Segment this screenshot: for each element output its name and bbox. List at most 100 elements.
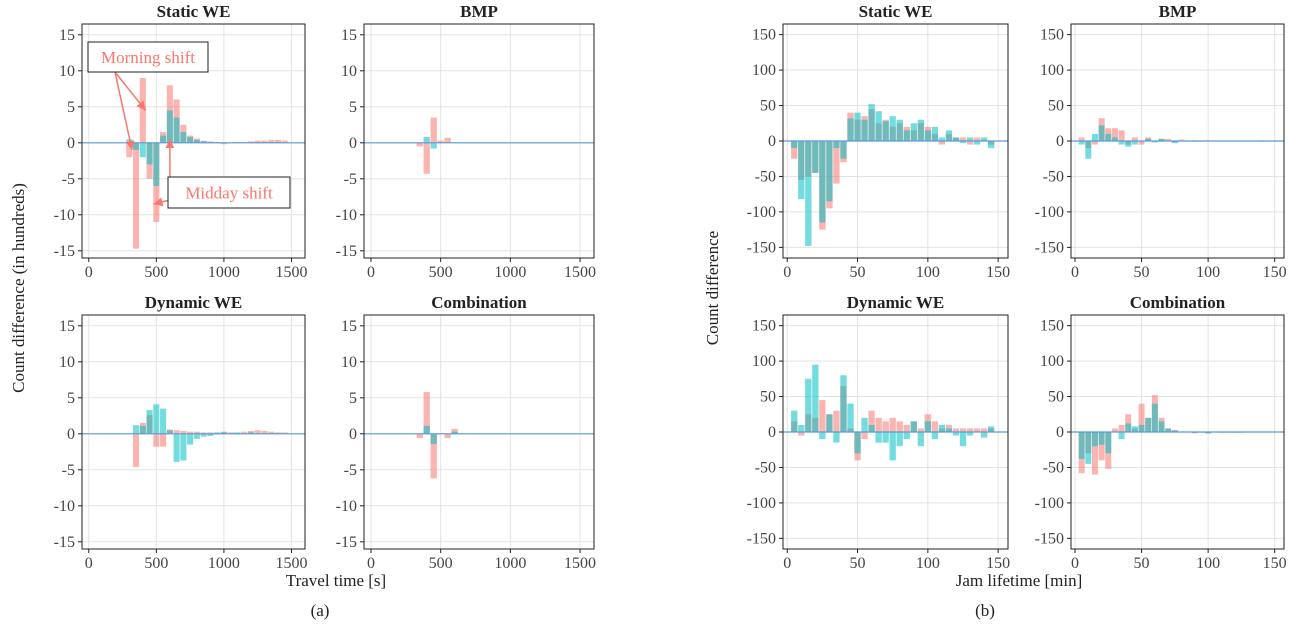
bar-series-1: [153, 433, 160, 447]
bar-series-1: [1078, 137, 1085, 141]
bar-series-1: [938, 141, 946, 145]
bar-series-2: [966, 137, 974, 141]
x-tick-label: 100: [916, 555, 940, 572]
y-tick-label: 0: [768, 133, 776, 150]
bar-series-1: [416, 142, 423, 147]
bar-series-1: [1111, 428, 1118, 432]
y-tick-label: -5: [344, 171, 357, 188]
y-tick-label: 5: [349, 99, 357, 116]
bar-series-2: [1078, 141, 1085, 145]
y-tick-label: 5: [67, 99, 75, 116]
bar-series-1: [1178, 139, 1185, 141]
bar-series-1: [833, 410, 840, 432]
bar-series-2: [847, 403, 854, 432]
bar-series-2: [882, 432, 889, 443]
bar-series-1: [139, 78, 146, 143]
bar-series-1: [1098, 432, 1105, 461]
y-tick-label: 10: [59, 63, 75, 80]
bar-series-1: [430, 117, 437, 143]
bar-series-2: [973, 141, 981, 145]
y-tick-label: -100: [1035, 204, 1064, 221]
bar-series-1: [959, 137, 967, 141]
y-tick-label: -50: [1043, 459, 1064, 476]
panel-title: Combination: [431, 293, 527, 312]
x-tick-label: 1500: [564, 555, 596, 572]
bar-series-1: [187, 431, 194, 434]
bar-series-2: [812, 141, 819, 173]
bar-series-2: [882, 121, 889, 141]
bar-series-2: [146, 142, 153, 165]
annotation-arrow: [153, 197, 171, 207]
bar-series-1: [1165, 138, 1172, 141]
panel-title: Static WE: [157, 2, 231, 21]
bar-series-2: [805, 141, 812, 246]
bar-series-2: [1125, 423, 1132, 432]
panel-a4: 0 500 1000 1500 -15 -10 -5 0 5 10 15 Combination: [336, 293, 596, 572]
bar-series-1: [952, 428, 960, 432]
panel-title: Dynamic WE: [145, 293, 242, 312]
y-tick-label: -150: [1035, 239, 1064, 256]
bar-series-2: [938, 137, 946, 141]
x-tick-label: 1500: [564, 264, 596, 281]
y-tick-label: 150: [752, 27, 776, 44]
bar-series-2: [875, 432, 882, 443]
bar-series-1: [861, 432, 868, 440]
annotation-label: Midday shift: [185, 184, 273, 203]
panel-title: Static WE: [859, 2, 933, 21]
bar-series-2: [1111, 137, 1118, 141]
bar-series-2: [1085, 432, 1092, 464]
x-tick-label: 100: [1196, 555, 1220, 572]
bar-series-1: [959, 428, 967, 432]
bar-series-2: [861, 119, 868, 141]
bar-series-1: [973, 428, 981, 432]
bar-series-1: [917, 428, 924, 432]
y-tick-label: -50: [755, 168, 776, 185]
bar-series-1: [241, 431, 248, 434]
y-tick-label: 10: [341, 63, 357, 80]
y-tick-label: 150: [1040, 27, 1064, 44]
bar-series-2: [1165, 428, 1172, 432]
bar-series-2: [214, 432, 221, 434]
plot-frame: [81, 314, 306, 550]
x-tick-label: 0: [1071, 555, 1079, 572]
bar-series-1: [791, 141, 798, 159]
y-tick-label: 0: [67, 135, 75, 152]
bar-series-2: [966, 432, 974, 436]
bar-series-1: [268, 139, 275, 143]
panel-a1: 0 500 1000 1500 -15 -10 -5 0 5 10 15 Static WE Morni…: [54, 2, 308, 281]
x-tick-label: 50: [850, 264, 866, 281]
bar-series-2: [220, 432, 227, 434]
y-tick-label: 50: [760, 389, 776, 406]
bar-series-2: [791, 141, 798, 149]
y-tick-label: -10: [336, 207, 357, 224]
bar-series-2: [1125, 141, 1132, 147]
bar-series-1: [247, 141, 254, 143]
bar-series-2: [819, 432, 826, 440]
bar-series-2: [180, 132, 187, 143]
bar-series-2: [987, 426, 995, 432]
x-tick-label: 50: [1134, 555, 1150, 572]
x-tick-label: 1500: [275, 264, 307, 281]
x-tick-label: 500: [429, 264, 453, 281]
bar-series-1: [254, 430, 261, 434]
bar-series-1: [1131, 137, 1138, 141]
y-tick-label: 0: [67, 426, 75, 443]
y-tick-label: -10: [54, 498, 75, 515]
y-tick-label: 100: [752, 62, 776, 79]
y-tick-label: 15: [341, 318, 357, 335]
annotation-label: Morning shift: [101, 48, 195, 67]
bar-series-2: [200, 141, 207, 143]
y-tick-label: -100: [747, 204, 776, 221]
bar-series-2: [938, 424, 946, 432]
x-tick-label: 150: [1263, 555, 1287, 572]
bar-series-2: [924, 130, 932, 141]
bar-series-2: [1105, 133, 1112, 141]
bar-series-1: [126, 142, 133, 158]
bar-series-2: [875, 111, 882, 141]
annotation-box: [87, 41, 209, 73]
y-tick-label: 10: [59, 354, 75, 371]
x-tick-label: 0: [783, 264, 791, 281]
bar-series-2: [187, 137, 194, 143]
bar-series-2: [146, 410, 153, 434]
x-tick-label: 1500: [275, 555, 307, 572]
